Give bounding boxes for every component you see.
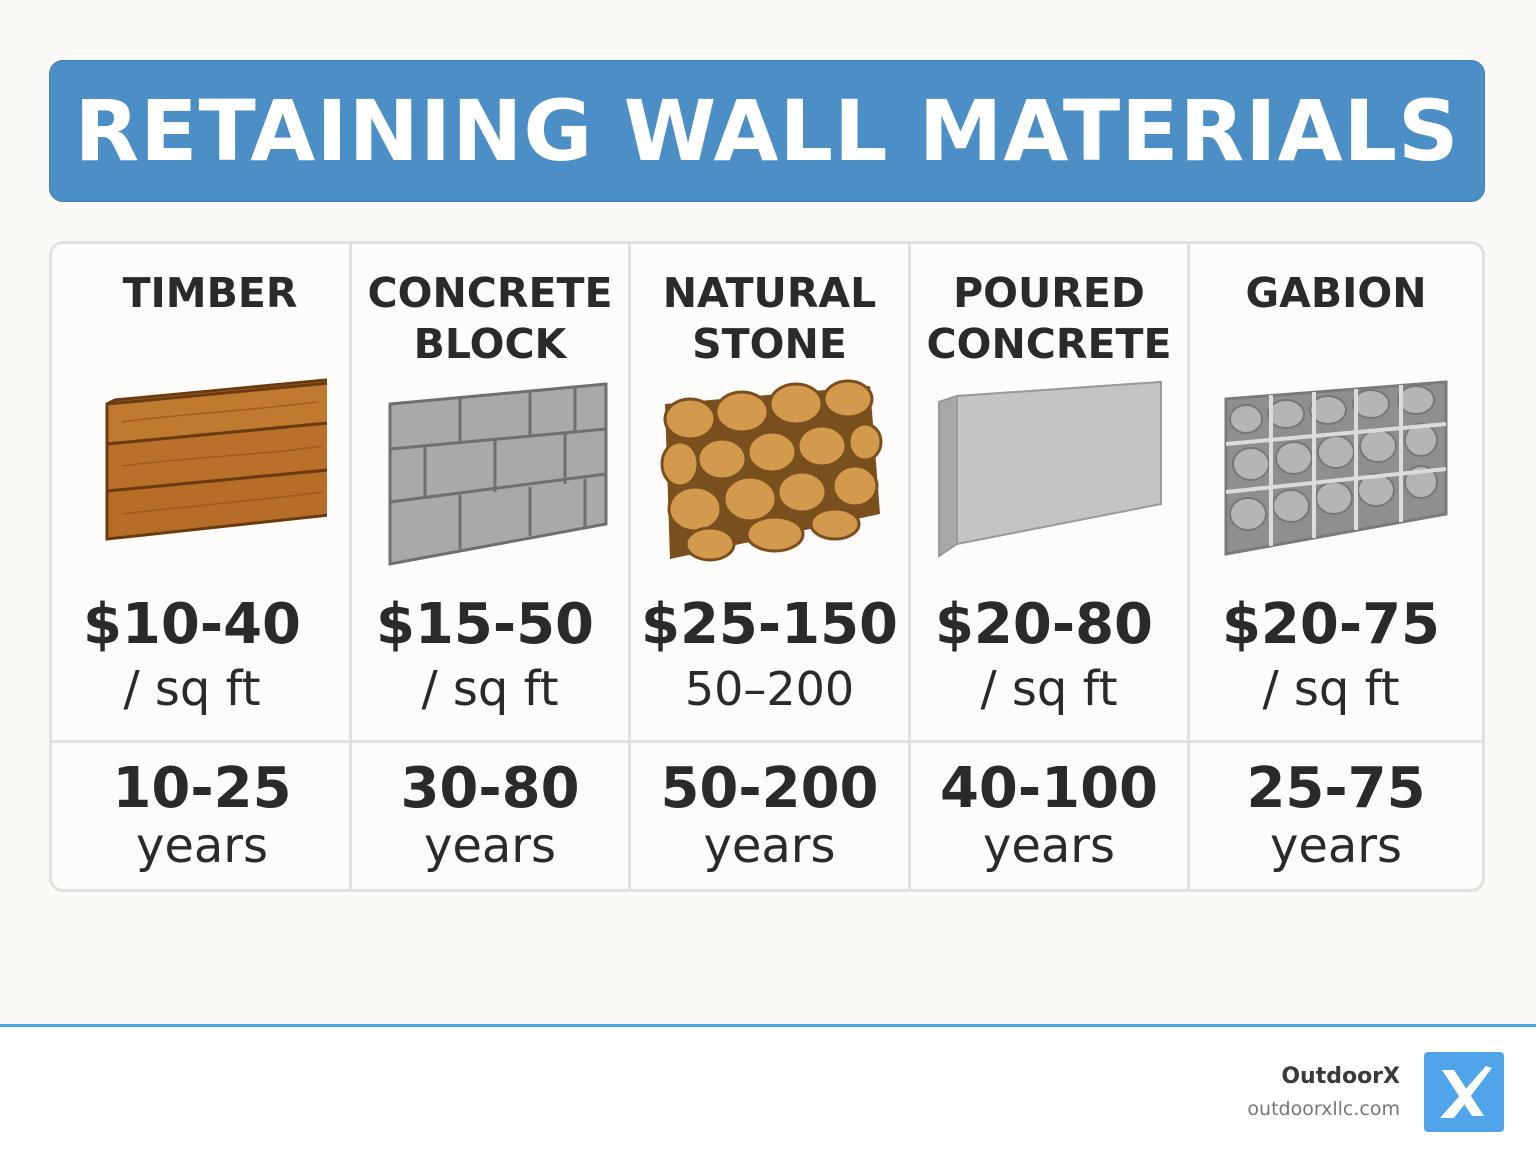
- material-column-poured-concrete: POURED CONCRETE $20-80 / sq ft 40-100 yea…: [911, 244, 1187, 889]
- material-name: TIMBER: [122, 269, 298, 317]
- lifespan-range: 40-100: [939, 756, 1159, 821]
- column-divider: [1187, 244, 1190, 889]
- page-title: RETAINING WALL MATERIALS: [74, 82, 1460, 180]
- title-banner: RETAINING WALL MATERIALS: [49, 60, 1485, 202]
- price-range: $20-80: [934, 592, 1154, 657]
- lifespan-range: 30-80: [400, 756, 580, 821]
- material-column-gabion: GABION $20-75 / sq ft 25-75 years: [1190, 244, 1482, 889]
- price-unit: 50–200: [684, 662, 855, 716]
- price-unit: / sq ft: [123, 661, 261, 717]
- price-unit: / sq ft: [1262, 661, 1400, 717]
- natural-stone-wall-icon: [631, 374, 908, 574]
- outdoorx-logo-icon: [1424, 1052, 1504, 1132]
- price-unit: / sq ft: [980, 661, 1118, 717]
- lifespan-unit: years: [1269, 818, 1403, 874]
- material-column-concrete-block: CONCRETE BLOCK $15-50 / sq ft 30-80 years: [352, 244, 628, 889]
- website-link[interactable]: outdoorxllc.com: [1247, 1098, 1400, 1120]
- price-range: $20-75: [1221, 592, 1441, 657]
- lifespan-unit: years: [703, 818, 836, 874]
- price-unit: / sq ft: [421, 661, 559, 717]
- footer-divider: [0, 1024, 1536, 1027]
- lifespan-unit: years: [982, 818, 1116, 874]
- lifespan-unit: years: [423, 818, 557, 874]
- material-column-natural-stone: NATURAL STONE $25-150 50–200 50-200 years: [631, 244, 908, 889]
- price-range: $10-40: [82, 592, 302, 657]
- material-name: NATURAL STONE: [662, 269, 877, 368]
- poured-concrete-wall-icon: [911, 374, 1187, 574]
- column-divider: [628, 244, 631, 889]
- material-name: GABION: [1245, 269, 1427, 317]
- lifespan-unit: years: [135, 818, 269, 874]
- brand-name: OutdoorX: [1281, 1064, 1400, 1089]
- footer: [0, 1027, 1536, 1154]
- materials-table: TIMBER $10-40 / sq ft 10-25 years CONCRE…: [49, 241, 1485, 892]
- column-divider: [908, 244, 911, 889]
- lifespan-range: 10-25: [112, 756, 292, 821]
- gabion-wall-icon: [1190, 374, 1482, 574]
- material-column-timber: TIMBER $10-40 / sq ft 10-25 years: [52, 244, 352, 889]
- price-range: $25-150: [640, 592, 899, 657]
- lifespan-range: 50-200: [660, 756, 879, 821]
- concrete-block-wall-icon: [352, 374, 628, 574]
- material-name: POURED CONCRETE: [926, 269, 1172, 368]
- column-divider: [349, 244, 352, 889]
- lifespan-range: 25-75: [1246, 756, 1426, 821]
- row-divider: [52, 740, 1482, 743]
- price-range: $15-50: [375, 592, 595, 657]
- timber-wall-icon: [52, 374, 352, 574]
- material-name: CONCRETE BLOCK: [367, 269, 613, 368]
